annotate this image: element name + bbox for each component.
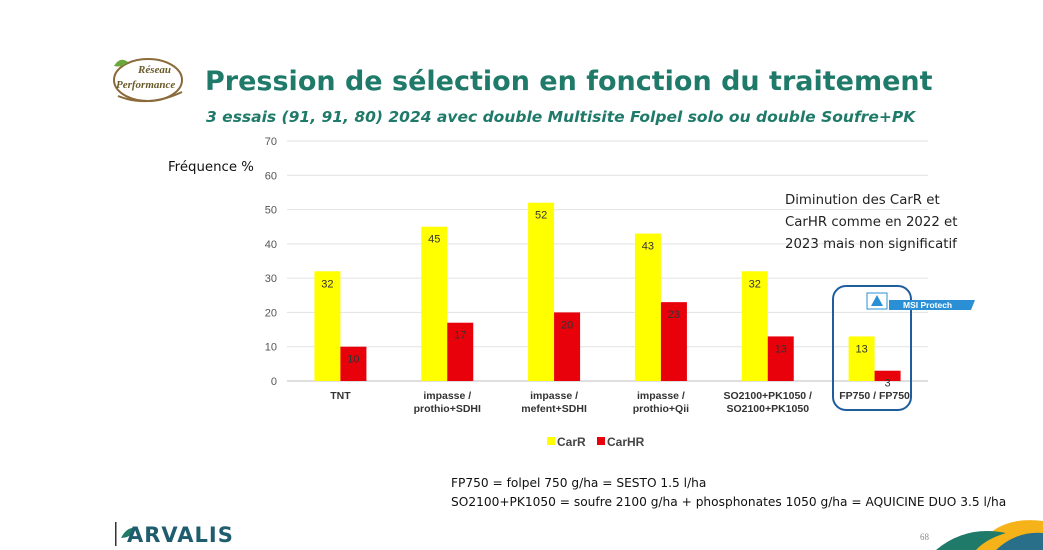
bar-carr xyxy=(421,226,448,381)
y-tick-label: 10 xyxy=(265,342,277,354)
x-tick-label: TNT xyxy=(330,390,351,402)
x-tick-label: prothio+SDHI xyxy=(414,403,481,415)
corner-leaf-decoration xyxy=(936,520,1043,550)
data-label-carr: 13 xyxy=(855,343,867,355)
page-number: 68 xyxy=(920,532,929,542)
bar-carhr xyxy=(447,322,474,381)
bar-carhr xyxy=(340,346,367,381)
y-tick-label: 40 xyxy=(265,239,277,251)
x-tick-label: impasse / xyxy=(530,390,578,402)
data-label-carhr: 20 xyxy=(561,319,573,331)
data-label-carhr: 23 xyxy=(668,309,680,321)
x-tick-label: SO2100+PK1050 xyxy=(726,403,809,415)
annotation-note: Diminution des CarR et CarHR comme en 20… xyxy=(785,190,957,256)
y-tick-label: 30 xyxy=(265,273,277,285)
y-tick-label: 0 xyxy=(271,376,277,388)
bar-carr xyxy=(634,233,661,381)
footnote-so2100: SO2100+PK1050 = soufre 2100 g/ha + phosp… xyxy=(451,495,1007,509)
note-line: Diminution des CarR et xyxy=(785,193,940,208)
bar-carr xyxy=(528,202,555,381)
logo-text-line1: Réseau xyxy=(137,64,171,76)
data-label-carr: 32 xyxy=(321,278,333,290)
slide-subtitle: 3 essais (91, 91, 80) 2024 avec double M… xyxy=(206,108,916,126)
highlight-box xyxy=(832,285,912,411)
bar-carhr xyxy=(554,312,581,381)
reseau-performance-logo: Réseau Performance xyxy=(113,58,183,103)
bar-carr xyxy=(741,271,768,381)
data-label-carr: 32 xyxy=(749,278,761,290)
data-label-carhr: 3 xyxy=(885,378,891,390)
bar-carhr xyxy=(660,302,687,381)
y-tick-label: 50 xyxy=(265,205,277,217)
x-tick-label: impasse / xyxy=(637,390,685,402)
data-label-carr: 45 xyxy=(428,234,440,246)
data-label-carr: 43 xyxy=(642,241,654,253)
data-label-carhr: 17 xyxy=(454,330,466,342)
legend-label-carr: CarR xyxy=(557,435,586,449)
slide-title: Pression de sélection en fonction du tra… xyxy=(205,66,933,97)
badge-label: MSI Protech xyxy=(903,300,952,310)
arvalis-logo: ARVALIS xyxy=(115,522,234,547)
bar-carhr xyxy=(874,370,901,381)
bar-carhr xyxy=(767,336,794,381)
bar-carr xyxy=(848,336,875,381)
y-tick-label: 20 xyxy=(265,307,277,319)
y-tick-label: 70 xyxy=(265,136,277,148)
x-tick-label: impasse / xyxy=(423,390,471,402)
data-label-carhr: 13 xyxy=(775,343,787,355)
y-tick-label: 60 xyxy=(265,170,277,182)
msi-protech-badge: MSI Protech xyxy=(866,292,975,310)
brand-name: ARVALIS xyxy=(127,523,234,547)
data-label-carhr: 10 xyxy=(347,354,359,366)
x-tick-label: SO2100+PK1050 / xyxy=(724,390,813,402)
x-tick-label: prothio+Qii xyxy=(633,403,689,415)
data-label-carr: 52 xyxy=(535,210,547,222)
legend-swatch-carr xyxy=(547,437,555,445)
logo-text-line2: Performance xyxy=(116,79,175,91)
y-axis-label: Fréquence % xyxy=(168,159,254,175)
x-tick-label: FP750 / FP750 xyxy=(839,390,910,402)
note-line: 2023 mais non significatif xyxy=(785,237,957,252)
legend-swatch-carhr xyxy=(597,437,605,445)
bar-carr xyxy=(314,271,341,381)
note-line: CarHR comme en 2022 et xyxy=(785,215,958,230)
triangle-logo-icon xyxy=(871,295,883,306)
footnote-fp750: FP750 = folpel 750 g/ha = SESTO 1.5 l/ha xyxy=(451,476,707,490)
legend-label-carhr: CarHR xyxy=(607,435,645,449)
x-tick-label: mefent+SDHI xyxy=(521,403,587,415)
